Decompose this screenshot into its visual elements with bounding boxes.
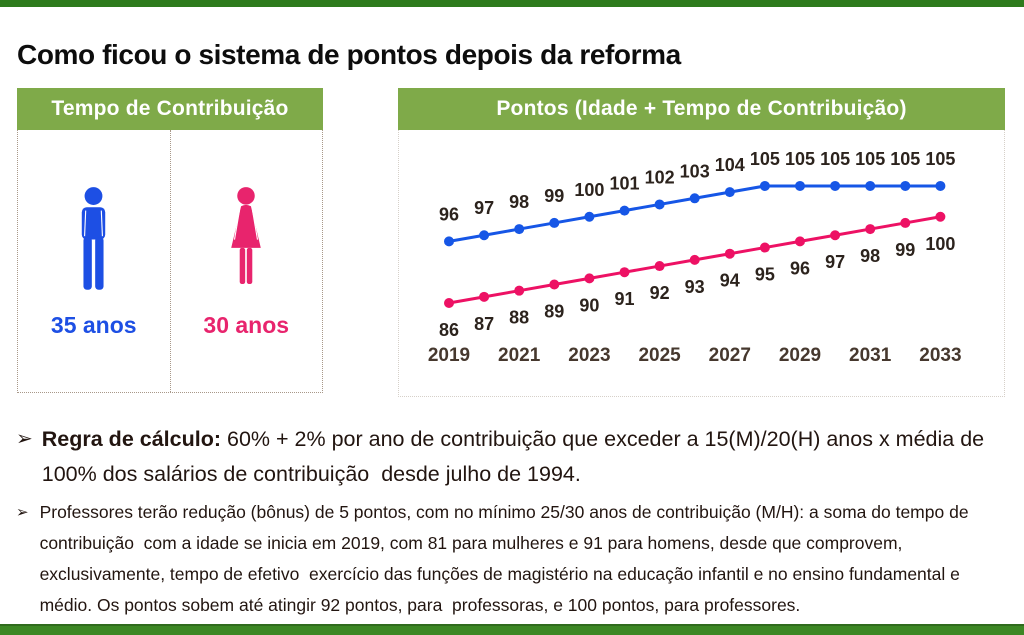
point-homens-2033 [935, 180, 946, 191]
female-column: 30 anos [169, 130, 323, 392]
data-label-mulheres-2026: 93 [685, 277, 705, 297]
point-mulheres-2026 [689, 254, 700, 265]
teachers-rule-bullet: ➢ Professores terão redução (bônus) de 5… [16, 497, 1010, 622]
point-homens-2031 [865, 180, 876, 191]
data-label-mulheres-2022: 89 [544, 302, 564, 322]
data-label-homens-2033: 105 [925, 149, 955, 169]
point-mulheres-2020 [479, 291, 490, 302]
top-green-bar [0, 0, 1024, 7]
point-mulheres-2023 [584, 273, 595, 284]
point-homens-2030 [830, 180, 841, 191]
point-homens-2022 [549, 217, 560, 228]
data-label-mulheres-2024: 91 [614, 289, 634, 309]
calculation-rule-bullet: ➢ Regra de cálculo: 60% + 2% por ano de c… [16, 422, 1010, 492]
male-column: 35 anos [18, 130, 170, 392]
point-mulheres-2032 [900, 217, 911, 228]
data-label-mulheres-2032: 99 [895, 240, 915, 260]
point-mulheres-2028 [759, 242, 770, 253]
data-label-mulheres-2020: 87 [474, 314, 494, 334]
data-label-mulheres-2030: 97 [825, 252, 845, 272]
data-label-mulheres-2033: 100 [925, 234, 955, 254]
data-label-mulheres-2025: 92 [650, 283, 670, 303]
point-mulheres-2033 [935, 211, 946, 222]
data-label-homens-2027: 104 [715, 155, 745, 175]
x-tick-2021: 2021 [498, 345, 541, 366]
point-homens-2026 [689, 193, 700, 204]
point-mulheres-2030 [830, 230, 841, 241]
data-label-mulheres-2021: 88 [509, 308, 529, 328]
point-homens-2019 [444, 236, 454, 247]
x-tick-2029: 2029 [779, 345, 821, 366]
data-label-homens-2021: 98 [509, 192, 529, 212]
data-label-homens-2025: 102 [645, 167, 675, 187]
data-label-mulheres-2029: 96 [790, 258, 810, 278]
data-label-mulheres-2028: 95 [755, 265, 775, 285]
x-tick-2033: 2033 [919, 345, 961, 366]
point-mulheres-2027 [724, 248, 735, 259]
point-mulheres-2024 [619, 267, 630, 278]
point-homens-2024 [619, 205, 630, 216]
point-homens-2020 [479, 230, 490, 241]
data-label-homens-2019: 96 [439, 204, 459, 224]
point-mulheres-2021 [514, 285, 525, 296]
data-label-mulheres-2027: 94 [720, 271, 740, 291]
male-icon [82, 187, 106, 290]
female-icon [231, 187, 262, 284]
point-mulheres-2022 [549, 279, 560, 290]
point-homens-2027 [724, 187, 735, 198]
points-chart-area: 96 97 98 99 100 101 102 103 104 105 105 105 105 105 10… [398, 130, 1005, 397]
data-label-homens-2029: 105 [785, 149, 815, 169]
point-homens-2021 [514, 224, 525, 235]
data-label-mulheres-2031: 98 [860, 246, 880, 266]
point-homens-2023 [584, 211, 595, 222]
female-years-label: 30 anos [203, 312, 290, 338]
male-years-label: 35 anos [50, 312, 137, 338]
points-panel: Pontos (Idade + Tempo de Contribuição) 9… [398, 88, 1005, 397]
point-mulheres-2029 [795, 236, 805, 247]
point-mulheres-2019 [444, 298, 454, 308]
x-tick-2025: 2025 [638, 345, 681, 366]
data-label-homens-2023: 100 [574, 180, 604, 200]
contribution-time-header: Tempo de Contribuição [17, 88, 323, 130]
data-label-homens-2020: 97 [474, 198, 494, 218]
data-label-homens-2026: 103 [680, 161, 710, 181]
arrow-bullet-icon: ➢ [16, 428, 33, 450]
calculation-rule-text: Regra de cálculo: 60% + 2% por ano de con… [41, 427, 991, 486]
point-homens-2029 [795, 180, 805, 191]
data-label-homens-2022: 99 [544, 186, 564, 206]
notes-section: ➢ Regra de cálculo: 60% + 2% por ano de c… [16, 422, 1010, 621]
bottom-green-bar [0, 624, 1024, 635]
data-label-homens-2030: 105 [820, 149, 850, 169]
x-tick-2019: 2019 [428, 345, 470, 366]
data-label-homens-2024: 101 [609, 174, 639, 194]
data-label-homens-2031: 105 [855, 149, 885, 169]
x-tick-2031: 2031 [849, 345, 892, 366]
point-homens-2025 [654, 199, 665, 210]
contribution-time-panel: Tempo de Contribuição 35 anos [17, 88, 323, 393]
data-label-homens-2032: 105 [890, 149, 920, 169]
point-mulheres-2025 [654, 261, 665, 272]
page-title: Como ficou o sistema de pontos depois da… [17, 38, 681, 70]
point-homens-2032 [900, 180, 911, 191]
points-header: Pontos (Idade + Tempo de Contribuição) [398, 88, 1005, 130]
data-label-mulheres-2019: 86 [439, 320, 459, 340]
teachers-rule-text: Professores terão redução (bônus) de 5 p… [39, 501, 974, 616]
data-label-homens-2028: 105 [750, 149, 780, 169]
x-tick-2027: 2027 [709, 345, 751, 366]
arrow-bullet-icon: ➢ [16, 503, 29, 521]
data-label-mulheres-2023: 90 [579, 295, 599, 315]
x-tick-2023: 2023 [568, 345, 610, 366]
points-line-chart: 96 97 98 99 100 101 102 103 104 105 105 105 105 105 10… [428, 149, 962, 366]
contribution-time-body: 35 anos 30 anos [17, 130, 323, 393]
point-mulheres-2031 [865, 224, 876, 235]
point-homens-2028 [759, 180, 770, 191]
